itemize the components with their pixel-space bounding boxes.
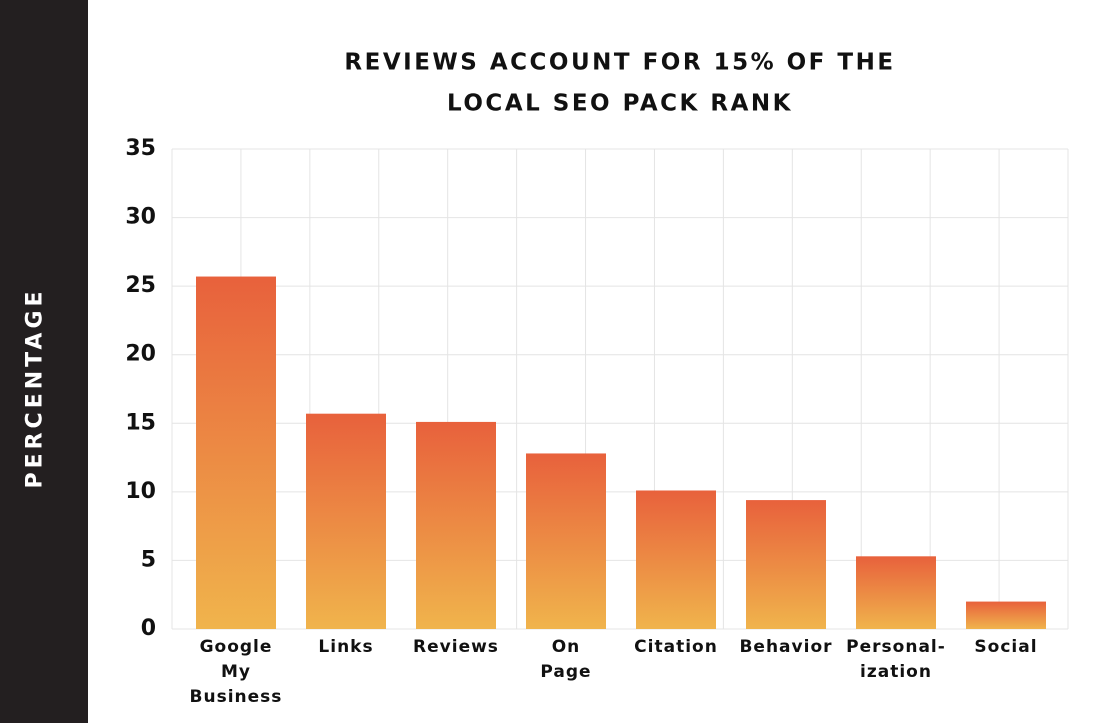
bar: [196, 276, 276, 629]
x-tick-label: Citation: [634, 637, 718, 657]
bar: [416, 421, 496, 629]
y-tick-label: 20: [125, 342, 156, 367]
bar: [966, 601, 1046, 629]
x-tick-label: Google My Business: [189, 637, 283, 707]
y-tick-label: 15: [125, 410, 156, 435]
y-tick-label: 0: [141, 616, 156, 641]
x-tick-label: Reviews: [413, 637, 499, 657]
y-tick-label: 30: [125, 205, 156, 230]
y-tick-label: 25: [125, 273, 156, 298]
x-tick-label: Links: [318, 637, 374, 657]
bar: [746, 500, 826, 629]
x-tick-label: Behavior: [739, 637, 833, 657]
y-tick-label: 35: [125, 136, 156, 161]
bar: [856, 556, 936, 629]
x-tick-label: On Page: [540, 637, 592, 682]
bar: [306, 413, 386, 629]
chart-title: LOCAL SEO PACK RANK: [447, 91, 793, 117]
sidebar: [0, 0, 88, 723]
y-tick-label: 10: [125, 479, 156, 504]
bar: [636, 490, 716, 629]
x-tick-label: Personal- ization: [846, 637, 946, 682]
x-tick-label: Social: [974, 637, 1038, 657]
chart-title: REVIEWS ACCOUNT FOR 15% OF THE: [344, 50, 895, 76]
y-tick-label: 5: [141, 547, 156, 572]
bar: [526, 453, 606, 629]
